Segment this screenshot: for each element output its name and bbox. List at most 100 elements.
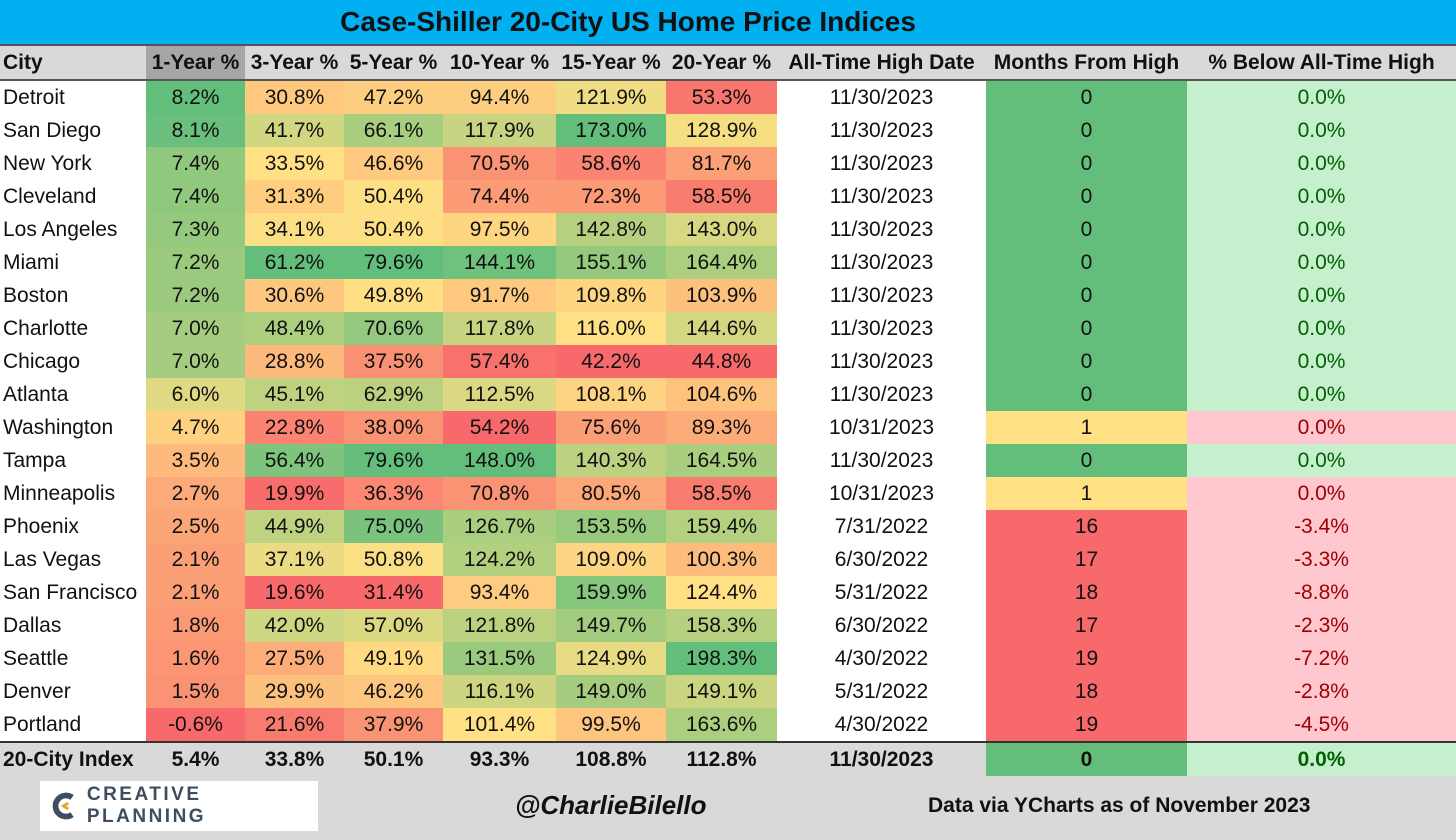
cell-pct-below-ath: 0.0% xyxy=(1187,345,1456,378)
cell-pct-below-ath: -4.5% xyxy=(1187,708,1456,742)
cell-15yr: 142.8% xyxy=(556,213,666,246)
cell-pct-below-ath: 0.0% xyxy=(1187,741,1456,779)
cell-3yr: 19.6% xyxy=(245,576,344,609)
cell-1yr: 2.7% xyxy=(146,477,245,510)
cell-10yr: 112.5% xyxy=(443,378,556,411)
cell-15yr: 108.1% xyxy=(556,378,666,411)
cell-months-from-high: 19 xyxy=(986,708,1187,742)
table-row: Cleveland 7.4% 31.3% 50.4% 74.4% 72.3% 58.5% 11… xyxy=(0,180,1456,213)
cell-10yr: 144.1% xyxy=(443,246,556,279)
cell-1yr: 7.4% xyxy=(146,147,245,180)
cell-3yr: 33.5% xyxy=(245,147,344,180)
cell-5yr: 36.3% xyxy=(344,477,443,510)
header-pct-below-ath: % Below All-Time High xyxy=(1187,44,1456,81)
cell-15yr: 140.3% xyxy=(556,444,666,477)
cell-3yr: 37.1% xyxy=(245,543,344,576)
table-body: Detroit 8.2% 30.8% 47.2% 94.4% 121.9% 53.3% 11/… xyxy=(0,80,1456,742)
cell-city: 20-City Index xyxy=(0,741,146,779)
cell-1yr: 8.2% xyxy=(146,80,245,114)
cell-pct-below-ath: 0.0% xyxy=(1187,378,1456,411)
cell-months-from-high: 0 xyxy=(986,246,1187,279)
cell-5yr: 46.2% xyxy=(344,675,443,708)
cell-20yr: 149.1% xyxy=(666,675,777,708)
cell-months-from-high: 0 xyxy=(986,279,1187,312)
cell-10yr: 74.4% xyxy=(443,180,556,213)
cell-3yr: 19.9% xyxy=(245,477,344,510)
cell-15yr: 99.5% xyxy=(556,708,666,742)
header-city: City xyxy=(0,44,146,81)
cell-3yr: 42.0% xyxy=(245,609,344,642)
cell-months-from-high: 0 xyxy=(986,444,1187,477)
cell-5yr: 66.1% xyxy=(344,114,443,147)
cell-city: Chicago xyxy=(3,349,81,373)
cell-ath-date: 5/31/2022 xyxy=(834,580,929,604)
cell-1yr: 5.4% xyxy=(146,741,245,779)
cell-city: Detroit xyxy=(3,85,65,109)
cell-pct-below-ath: 0.0% xyxy=(1187,477,1456,510)
cell-15yr: 173.0% xyxy=(556,114,666,147)
cell-city: Minneapolis xyxy=(3,481,116,505)
cell-pct-below-ath: -3.4% xyxy=(1187,510,1456,543)
cell-15yr: 124.9% xyxy=(556,642,666,675)
header-months-from-high: Months From High xyxy=(986,44,1187,81)
cell-5yr: 31.4% xyxy=(344,576,443,609)
cell-3yr: 61.2% xyxy=(245,246,344,279)
cell-pct-below-ath: 0.0% xyxy=(1187,279,1456,312)
cell-5yr: 57.0% xyxy=(344,609,443,642)
cell-20yr: 89.3% xyxy=(666,411,777,444)
cell-months-from-high: 0 xyxy=(986,378,1187,411)
cell-ath-date: 11/30/2023 xyxy=(829,316,934,340)
cell-3yr: 44.9% xyxy=(245,510,344,543)
table-row: Denver 1.5% 29.9% 46.2% 116.1% 149.0% 149.1% 5/… xyxy=(0,675,1456,708)
cell-10yr: 101.4% xyxy=(443,708,556,742)
cell-months-from-high: 0 xyxy=(986,80,1187,114)
cell-20yr: 44.8% xyxy=(666,345,777,378)
cell-ath-date: 6/30/2022 xyxy=(834,547,929,571)
cell-months-from-high: 0 xyxy=(986,312,1187,345)
cell-20yr: 144.6% xyxy=(666,312,777,345)
cell-months-from-high: 0 xyxy=(986,180,1187,213)
cell-5yr: 46.6% xyxy=(344,147,443,180)
cell-months-from-high: 19 xyxy=(986,642,1187,675)
cell-15yr: 72.3% xyxy=(556,180,666,213)
cell-pct-below-ath: 0.0% xyxy=(1187,147,1456,180)
table-row: Charlotte 7.0% 48.4% 70.6% 117.8% 116.0% 144.6… xyxy=(0,312,1456,345)
cell-ath-date: 11/30/2023 xyxy=(829,448,934,472)
cell-1yr: 6.0% xyxy=(146,378,245,411)
cell-pct-below-ath: 0.0% xyxy=(1187,213,1456,246)
cell-20yr: 103.9% xyxy=(666,279,777,312)
table-row: San Francisco 2.1% 19.6% 31.4% 93.4% 159.9% 12… xyxy=(0,576,1456,609)
cell-3yr: 33.8% xyxy=(245,741,344,779)
cell-1yr: 2.1% xyxy=(146,576,245,609)
cell-pct-below-ath: -8.8% xyxy=(1187,576,1456,609)
cell-5yr: 70.6% xyxy=(344,312,443,345)
table-row: Los Angeles 7.3% 34.1% 50.4% 97.5% 142.8% 143.… xyxy=(0,213,1456,246)
cell-city: Miami xyxy=(3,250,59,274)
cell-15yr: 149.0% xyxy=(556,675,666,708)
cell-10yr: 126.7% xyxy=(443,510,556,543)
cell-15yr: 149.7% xyxy=(556,609,666,642)
cell-ath-date: 6/30/2022 xyxy=(834,613,929,637)
cell-ath-date: 11/30/2023 xyxy=(829,349,934,373)
table-row: Boston 7.2% 30.6% 49.8% 91.7% 109.8% 103.9% 11/… xyxy=(0,279,1456,312)
cell-months-from-high: 17 xyxy=(986,609,1187,642)
cell-5yr: 62.9% xyxy=(344,378,443,411)
cell-months-from-high: 18 xyxy=(986,576,1187,609)
cell-months-from-high: 18 xyxy=(986,675,1187,708)
header-ath-date: All-Time High Date xyxy=(777,44,986,81)
cell-5yr: 49.1% xyxy=(344,642,443,675)
cell-10yr: 117.8% xyxy=(443,312,556,345)
cell-city: Las Vegas xyxy=(3,547,102,571)
cell-pct-below-ath: 0.0% xyxy=(1187,180,1456,213)
cell-10yr: 93.4% xyxy=(443,576,556,609)
cell-1yr: 7.0% xyxy=(146,345,245,378)
cell-20yr: 58.5% xyxy=(666,477,777,510)
cell-3yr: 21.6% xyxy=(245,708,344,742)
cell-city: Phoenix xyxy=(3,514,79,538)
table-row: Chicago 7.0% 28.8% 37.5% 57.4% 42.2% 44.8% 11/3… xyxy=(0,345,1456,378)
logo-text: CREATIVE PLANNING xyxy=(86,784,207,827)
cell-1yr: 7.2% xyxy=(146,279,245,312)
cell-ath-date: 11/30/2023 xyxy=(829,283,934,307)
table-row: Phoenix 2.5% 44.9% 75.0% 126.7% 153.5% 159.4% 7… xyxy=(0,510,1456,543)
cell-1yr: 1.5% xyxy=(146,675,245,708)
